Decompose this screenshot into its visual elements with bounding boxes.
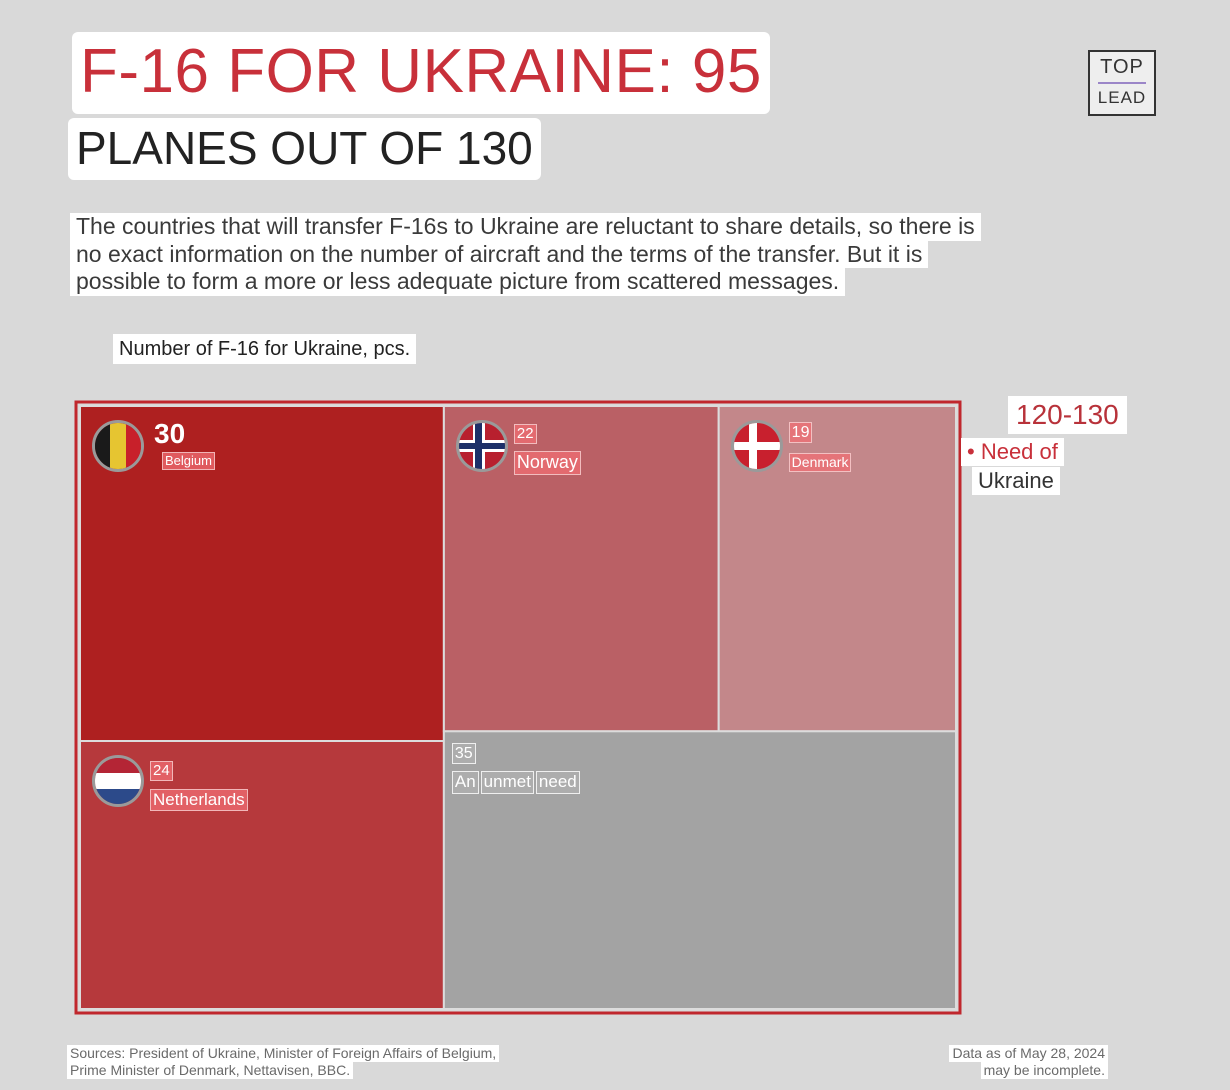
toplead-logo: TOP LEAD (1088, 50, 1156, 116)
data-label-name: An unmet need (451, 771, 580, 794)
netherlands-flag-icon (92, 755, 144, 807)
data-label-word: Norway (513, 451, 581, 475)
data-label-name: Belgium (162, 452, 215, 470)
data-label-value: 24 (150, 761, 173, 781)
belgium-flag-icon (92, 420, 144, 472)
sources-line: Sources: President of Ukraine, Minister … (67, 1045, 500, 1062)
logo-top-text: TOP (1100, 56, 1144, 78)
need-range-label: 120-130 (1008, 396, 1127, 434)
chart-caption: Number of F-16 for Ukraine, pcs. (113, 334, 417, 364)
norway-flag-icon (455, 420, 508, 472)
need-label-line2: Ukraine (972, 467, 1060, 495)
data-label-value: 30 (154, 418, 186, 449)
chart-subtitle: PLANES OUT OF 130 (68, 118, 541, 180)
data-label-name: Denmark (788, 453, 852, 472)
chart-title: F-16 FOR UKRAINE: 95 (72, 32, 770, 114)
denmark-flag-icon (730, 420, 783, 472)
description-line: possible to form a more or less adequate… (70, 268, 846, 296)
data-label-value: 19 (788, 422, 813, 444)
data-label-word: need (535, 771, 580, 794)
treemap-frame (74, 400, 962, 1015)
data-label-word: unmet (480, 771, 534, 794)
description: The countries that will transfer F-16s t… (70, 213, 1100, 296)
data-label-word: Netherlands (150, 789, 248, 812)
data-date-line: may be incomplete. (980, 1062, 1108, 1079)
logo-divider (1098, 82, 1146, 84)
data-label-value: 22 (513, 424, 537, 444)
need-label-line1: • Need of (961, 438, 1064, 466)
data-label-value: 35 (451, 743, 476, 765)
sources-note: Sources: President of Ukraine, Minister … (67, 1045, 500, 1079)
logo-bottom-text: LEAD (1097, 88, 1147, 107)
data-label-word: Denmark (788, 453, 852, 472)
description-line: The countries that will transfer F-16s t… (70, 213, 981, 241)
data-date-note: Data as of May 28, 2024 may be incomplet… (900, 1045, 1108, 1079)
data-label-name: Norway (513, 451, 581, 475)
sources-line: Prime Minister of Denmark, Nettavisen, B… (67, 1062, 354, 1079)
description-line: no exact information on the number of ai… (70, 240, 929, 268)
data-label-word: Belgium (162, 452, 215, 470)
data-date-line: Data as of May 28, 2024 (949, 1045, 1108, 1062)
data-label-name: Netherlands (150, 789, 248, 812)
data-label-word: An (451, 771, 479, 794)
